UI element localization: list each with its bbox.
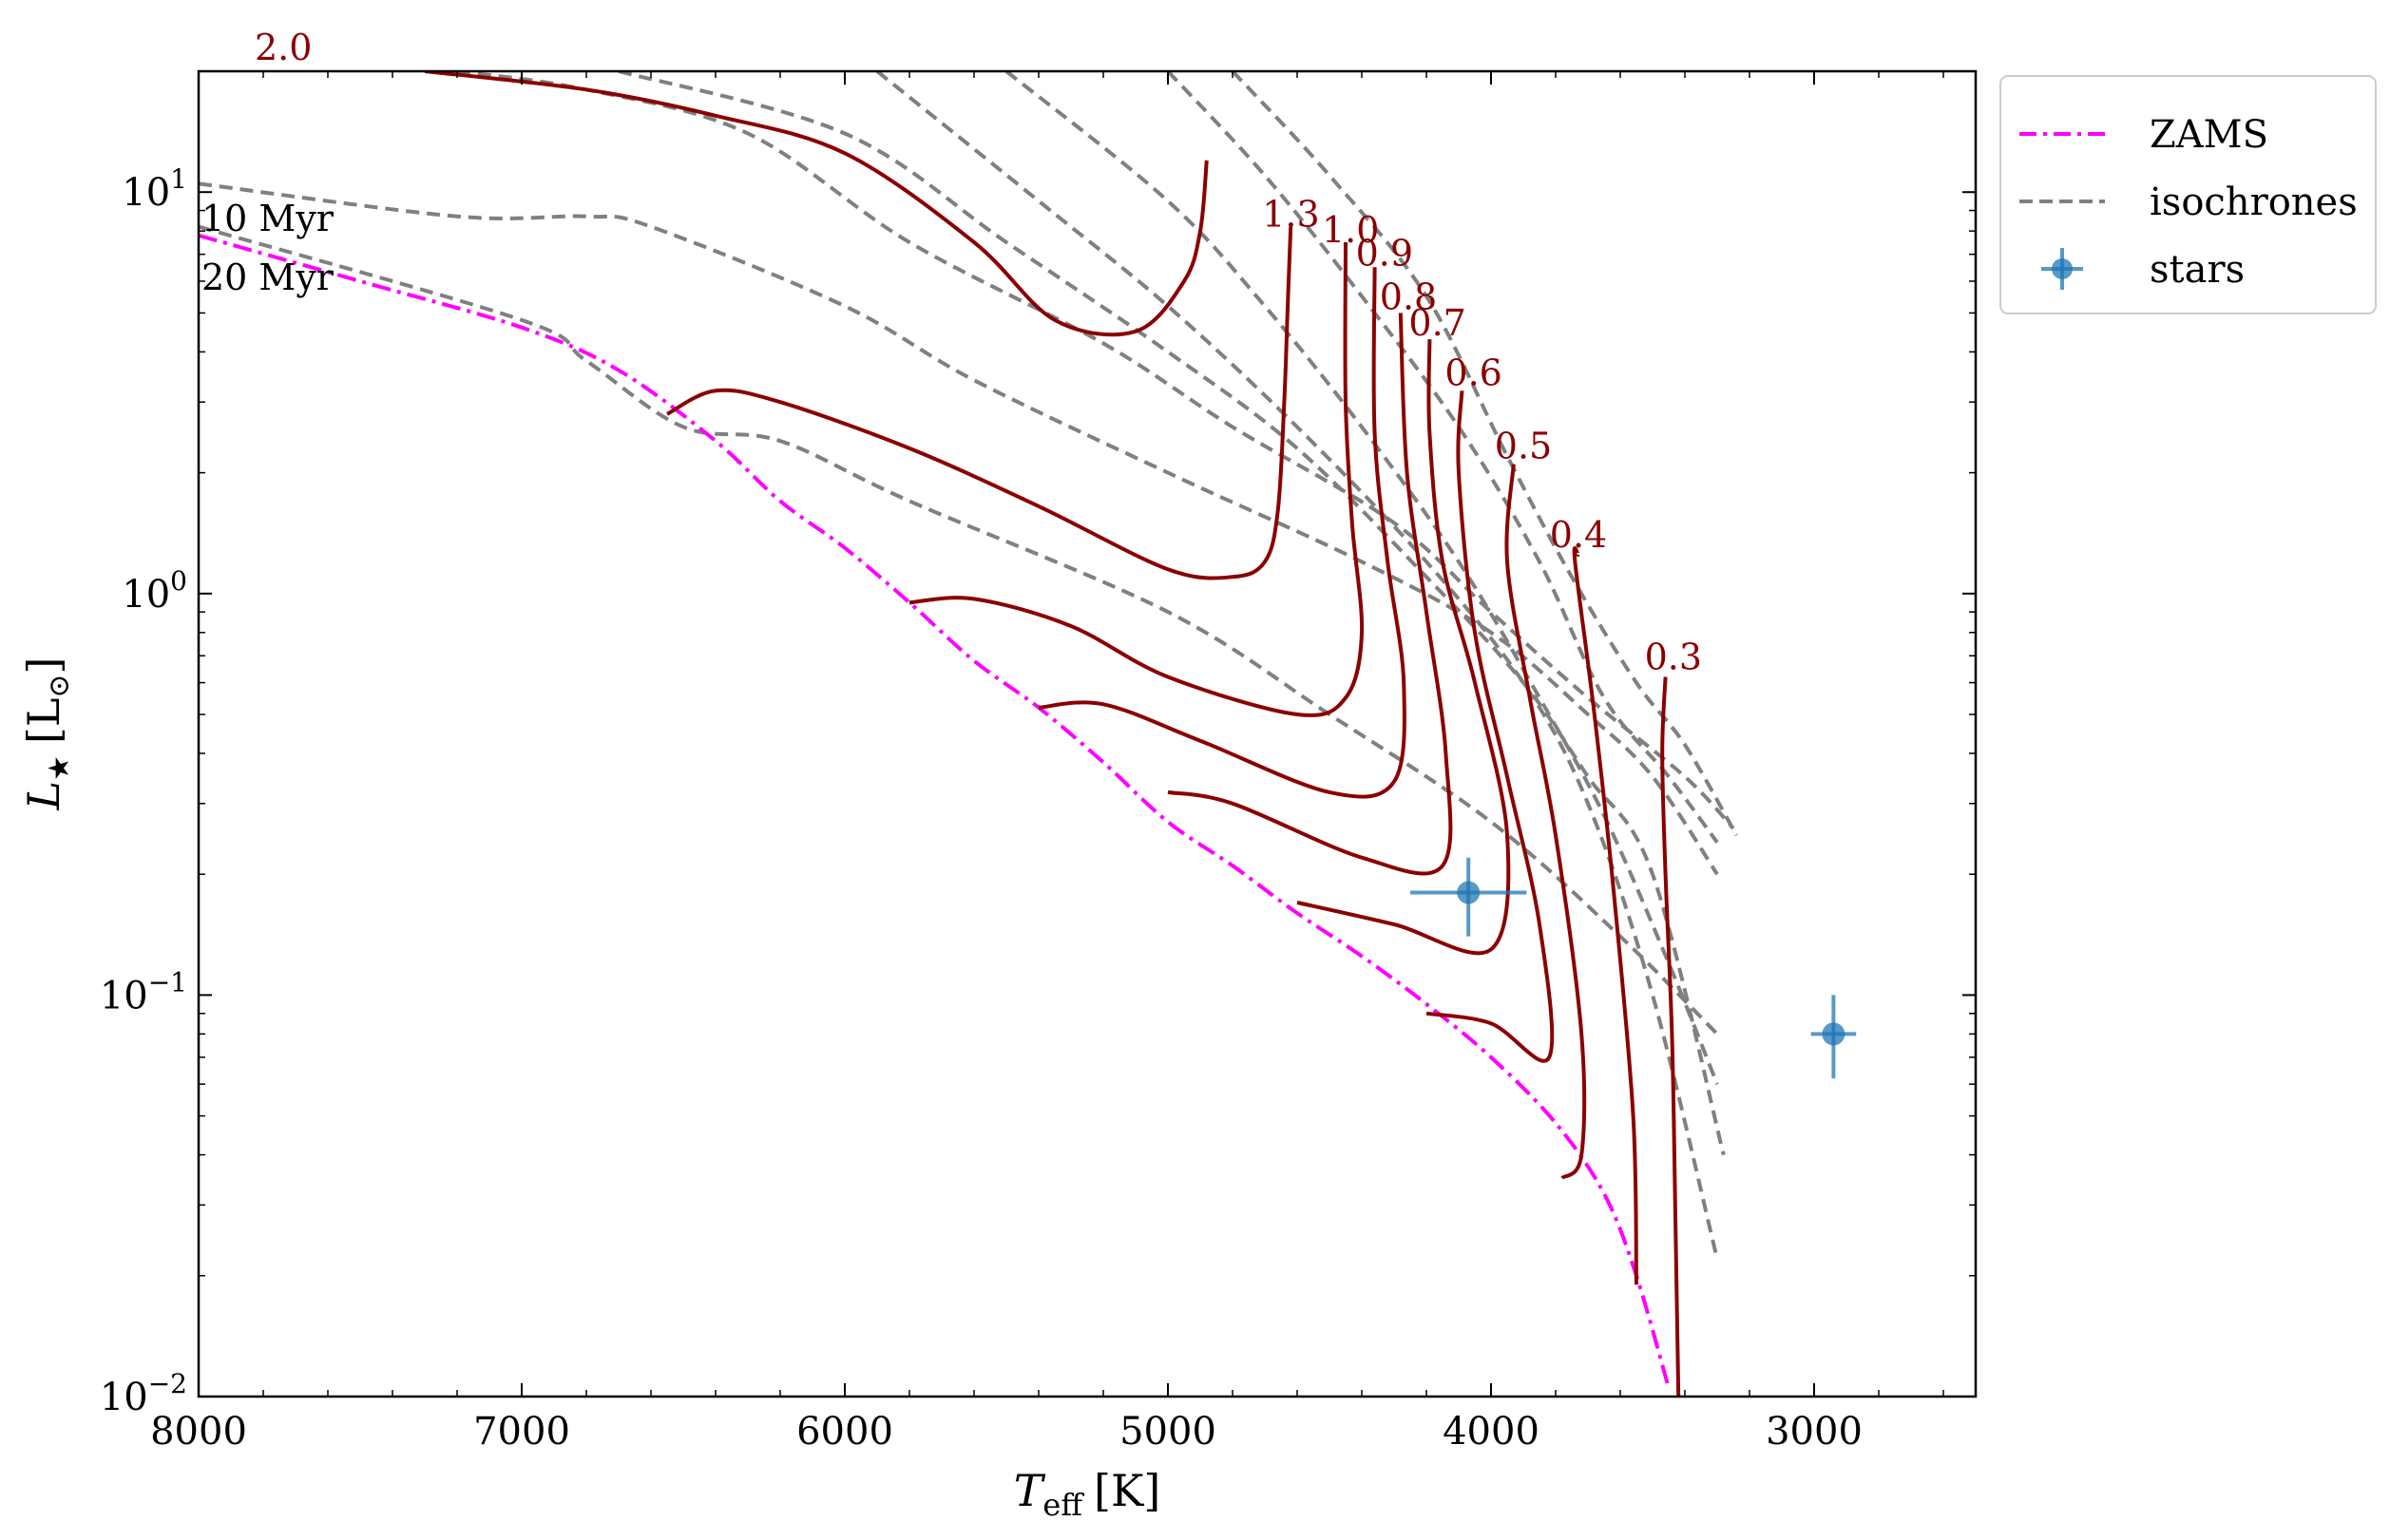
annotation-layer: 2.0 1.3 1.00.90.80.7 0.6 0.5 0.4 0.3 10 Myr 20 M… xyxy=(201,27,1702,678)
track-label-0-5: 0.5 xyxy=(1495,426,1552,467)
track-label-0-6: 0.6 xyxy=(1444,352,1501,393)
legend-stars-label: stars xyxy=(2150,248,2245,292)
star-1-marker xyxy=(1457,881,1481,904)
track-2-0 xyxy=(424,71,1209,337)
isochrone-2 xyxy=(199,224,1719,1036)
zams-layer xyxy=(199,233,1671,1389)
isochrone-age-label-1: 10 Myr xyxy=(201,198,335,239)
legend-stars-marker xyxy=(2052,258,2073,279)
isochrone-5 xyxy=(875,71,1719,1260)
legend-zams-label: ZAMS xyxy=(2150,113,2268,157)
isochrone-3 xyxy=(456,71,1735,830)
isochrone-age-label-2: 20 Myr xyxy=(201,257,335,298)
isochrone-8 xyxy=(1231,71,1739,837)
track-0-5 xyxy=(1504,464,1587,1180)
isochrones-layer xyxy=(199,71,1739,1260)
track-0-3 xyxy=(1660,676,1681,1397)
y-tick-label: 10−2 xyxy=(100,1368,187,1419)
track-1-0 xyxy=(908,241,1365,717)
x-tick-label: 5000 xyxy=(1119,1410,1216,1454)
isochrone-1 xyxy=(199,181,1719,876)
track-0-8 xyxy=(1167,313,1453,876)
x-axis-label: Teff [K] xyxy=(1014,1465,1161,1523)
star-2-marker xyxy=(1822,1022,1845,1046)
tracks-layer xyxy=(424,71,1681,1397)
legend-isochrones-label: isochrones xyxy=(2150,181,2358,224)
isochrone-7 xyxy=(1166,71,1719,844)
track-label-0-4: 0.4 xyxy=(1550,514,1607,556)
track-0-4 xyxy=(1572,545,1638,1285)
track-label-0-7: 0.7 xyxy=(1408,302,1465,344)
track-label-1-0: 1.0 xyxy=(1322,209,1379,251)
track-label-0-3: 0.3 xyxy=(1645,637,1702,678)
isochrone-4 xyxy=(618,71,1726,1156)
isochrone-6 xyxy=(1004,71,1719,1085)
x-tick-label: 4000 xyxy=(1443,1410,1539,1454)
ticks-layer: 8000 7000 6000 5000 4000 3000 101 100 10−1 10−2 xyxy=(100,70,1976,1454)
track-0-7 xyxy=(1296,339,1511,956)
track-label-1-3: 1.3 xyxy=(1262,194,1319,236)
y-tick-label: 100 xyxy=(122,565,187,617)
x-tick-label: 6000 xyxy=(796,1410,893,1454)
track-1-3 xyxy=(666,226,1293,580)
track-label-0-8: 0.8 xyxy=(1380,276,1437,317)
y-axis-label: L★[L⊙] xyxy=(18,656,76,810)
legend: ZAMS isochrones stars xyxy=(1999,75,2377,314)
track-label-2-0: 2.0 xyxy=(255,27,312,68)
x-tick-label: 7000 xyxy=(473,1410,570,1454)
star-2 xyxy=(1810,995,1857,1079)
y-tick-label: 101 xyxy=(122,163,187,215)
star-1 xyxy=(1410,857,1527,937)
track-0-6 xyxy=(1425,390,1555,1063)
plot-background xyxy=(199,71,1976,1397)
stars-layer xyxy=(1410,857,1857,1079)
plot-frame xyxy=(197,69,1978,1398)
x-tick-label: 3000 xyxy=(1766,1410,1863,1454)
track-0-9 xyxy=(1038,267,1406,799)
y-tick-label: 10−1 xyxy=(100,966,187,1017)
zams-line xyxy=(199,233,1671,1389)
x-tick-label: 8000 xyxy=(150,1410,247,1454)
track-label-0-9: 0.9 xyxy=(1356,232,1413,274)
